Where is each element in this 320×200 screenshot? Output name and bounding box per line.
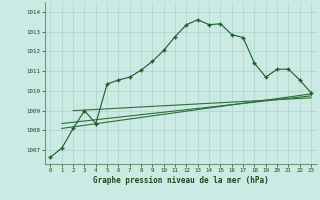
X-axis label: Graphe pression niveau de la mer (hPa): Graphe pression niveau de la mer (hPa)	[93, 176, 269, 185]
